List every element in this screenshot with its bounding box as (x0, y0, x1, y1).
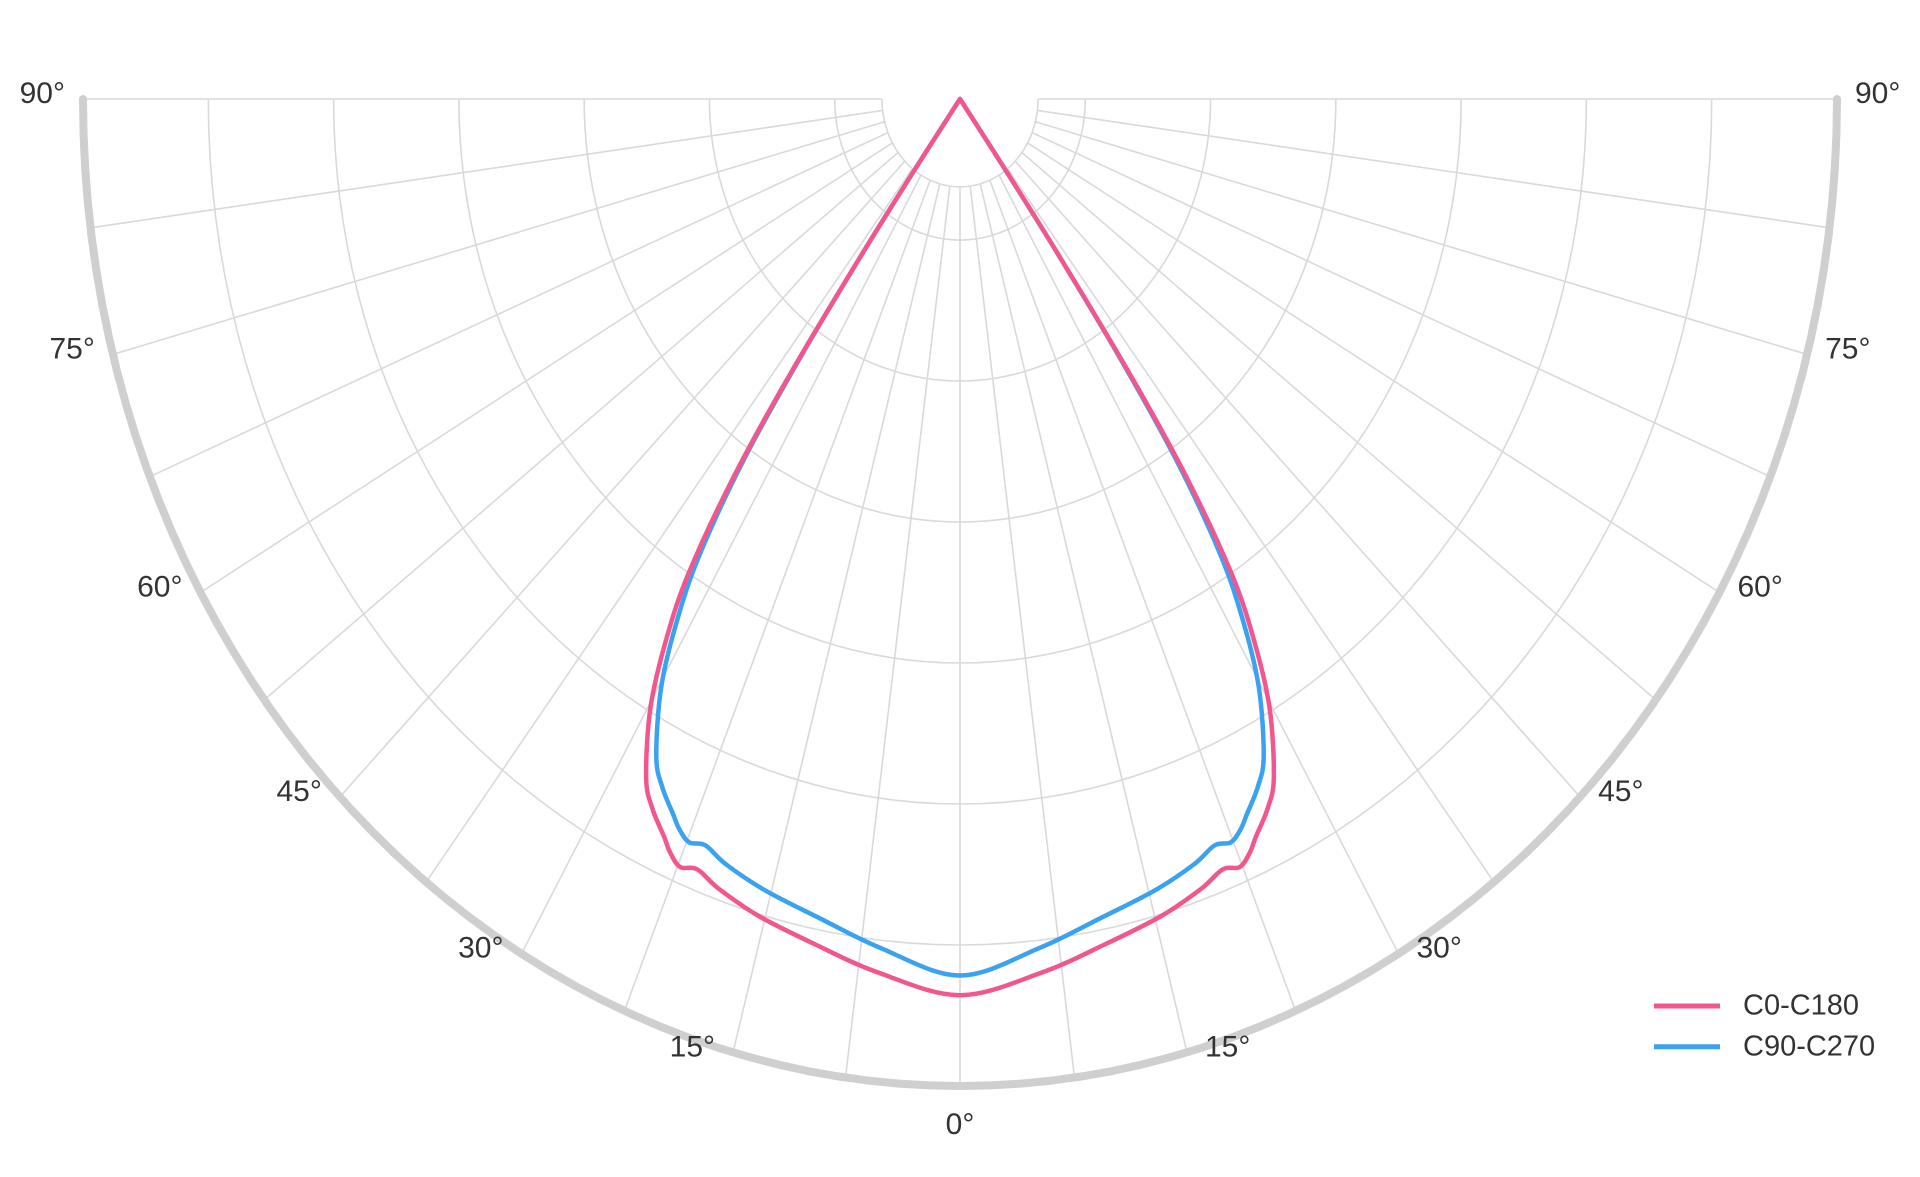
svg-text:C90-C270: C90-C270 (1743, 1030, 1875, 1062)
svg-text:75°: 75° (50, 332, 95, 365)
svg-text:60°: 60° (1738, 570, 1783, 603)
svg-text:45°: 45° (276, 775, 321, 808)
svg-text:C0-C180: C0-C180 (1743, 990, 1859, 1022)
svg-text:0°: 0° (946, 1108, 975, 1141)
svg-text:45°: 45° (1598, 775, 1643, 808)
svg-text:30°: 30° (458, 932, 503, 965)
svg-text:15°: 15° (1205, 1030, 1250, 1063)
svg-text:75°: 75° (1825, 332, 1870, 365)
svg-text:90°: 90° (20, 77, 65, 110)
svg-text:60°: 60° (137, 570, 182, 603)
svg-text:30°: 30° (1417, 932, 1462, 965)
svg-text:15°: 15° (670, 1030, 715, 1063)
svg-text:90°: 90° (1855, 77, 1900, 110)
